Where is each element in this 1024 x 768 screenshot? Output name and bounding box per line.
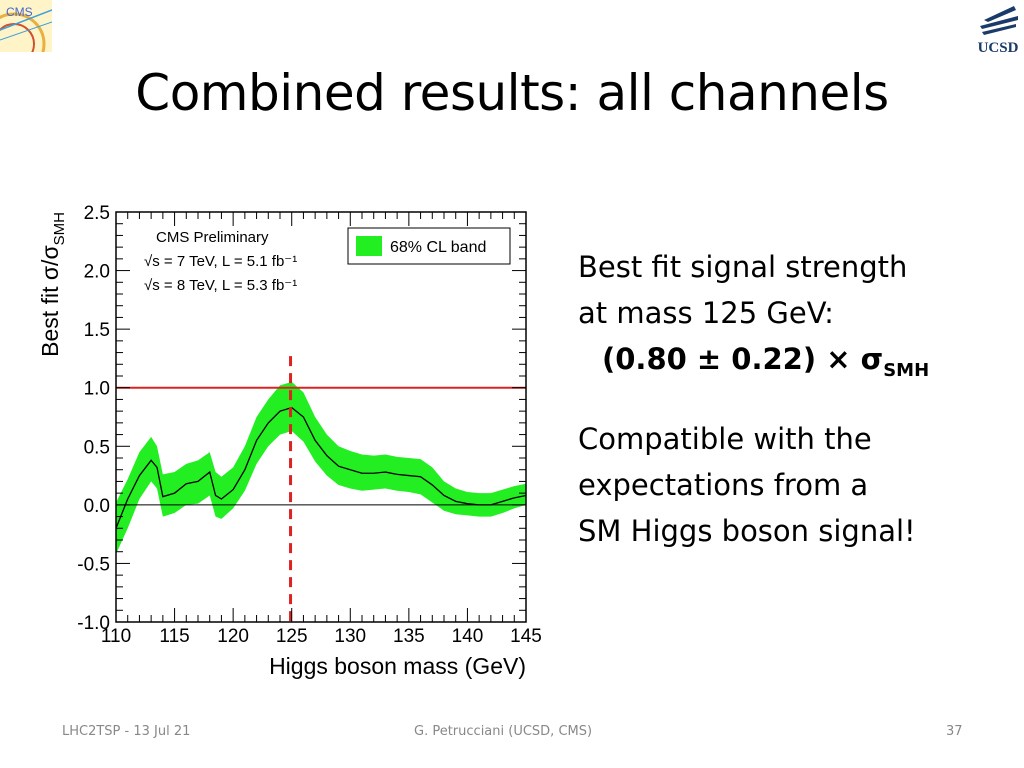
y-tick-label: 1.0 [84, 379, 110, 400]
chart-annotation: √s = 7 TeV, L = 5.1 fb⁻¹ [144, 253, 297, 270]
y-tick-label: 1.5 [84, 320, 110, 341]
footer-left: LHC2TSP - 13 Jul 21 [62, 724, 191, 739]
chart-annotation: √s = 8 TeV, L = 5.3 fb⁻¹ [144, 277, 297, 294]
band-layer [116, 356, 526, 622]
best-fit-formula: (0.80 ± 0.22) × σSMH [602, 336, 1008, 394]
formula-sub: SMH [883, 359, 930, 381]
text-line-5: SM Higgs boson signal! [578, 513, 916, 548]
text-line-1: Best fit signal strength [578, 250, 908, 284]
y-tick-label: -0.5 [77, 554, 110, 575]
ucsd-logo-text: UCSD [978, 40, 1019, 56]
page-number: 37 [946, 724, 963, 739]
summary-text: Best fit signal strength at mass 125 GeV… [578, 244, 1008, 554]
text-layer: -1.0 -0.5 0.0 0.5 1.0 1.5 2.0 2.5 110 115 120 125 13… [37, 203, 542, 679]
y-tick-label: 2.5 [84, 203, 110, 224]
x-tick-label: 110 [101, 626, 131, 647]
formula-main: (0.80 ± 0.22) × σ [602, 342, 884, 376]
y-tick-label: -1.0 [77, 613, 110, 634]
y-tick-label: 0.0 [84, 496, 110, 517]
text-line-2: at mass 125 GeV: [578, 296, 834, 330]
x-tick-label: 135 [393, 626, 425, 647]
x-tick-label: 140 [452, 626, 484, 647]
y-axis-label: Best fit σ/σSMH [37, 212, 68, 357]
chart-annotation: CMS Preliminary [156, 229, 269, 246]
slide-title: Combined results: all channels [135, 64, 889, 122]
footer-center: G. Petrucciani (UCSD, CMS) [414, 724, 593, 739]
x-tick-label: 145 [510, 626, 542, 647]
y-axis-label-sub: SMH [51, 212, 68, 245]
x-axis-label: Higgs boson mass (GeV) [269, 653, 526, 679]
text-line-4: expectations from a [578, 467, 869, 502]
frame-layer [115, 211, 527, 623]
x-tick-label: 115 [159, 626, 189, 647]
text-line-3: Compatible with the [578, 421, 872, 456]
plot-frame [115, 211, 527, 623]
cms-logo-text: CMS [6, 5, 33, 19]
confidence-band [116, 381, 526, 555]
best-fit-line [116, 406, 526, 529]
y-tick-label: 2.0 [84, 262, 110, 283]
legend-swatch [356, 236, 382, 256]
x-tick-label: 130 [334, 626, 366, 647]
signal-strength-plot: -1.0 -0.5 0.0 0.5 1.0 1.5 2.0 2.5 110 115 120 125 13… [37, 203, 542, 679]
ucsd-logo: UCSD [978, 6, 1019, 56]
x-tick-label: 125 [276, 626, 308, 647]
legend-label: 68% CL band [390, 239, 486, 256]
x-tick-label: 120 [217, 626, 249, 647]
y-axis-label-main: Best fit σ/σ [37, 245, 63, 356]
cms-logo: CMS [0, 0, 52, 52]
y-tick-label: 0.5 [84, 437, 110, 458]
plot-clip-group [116, 356, 526, 622]
